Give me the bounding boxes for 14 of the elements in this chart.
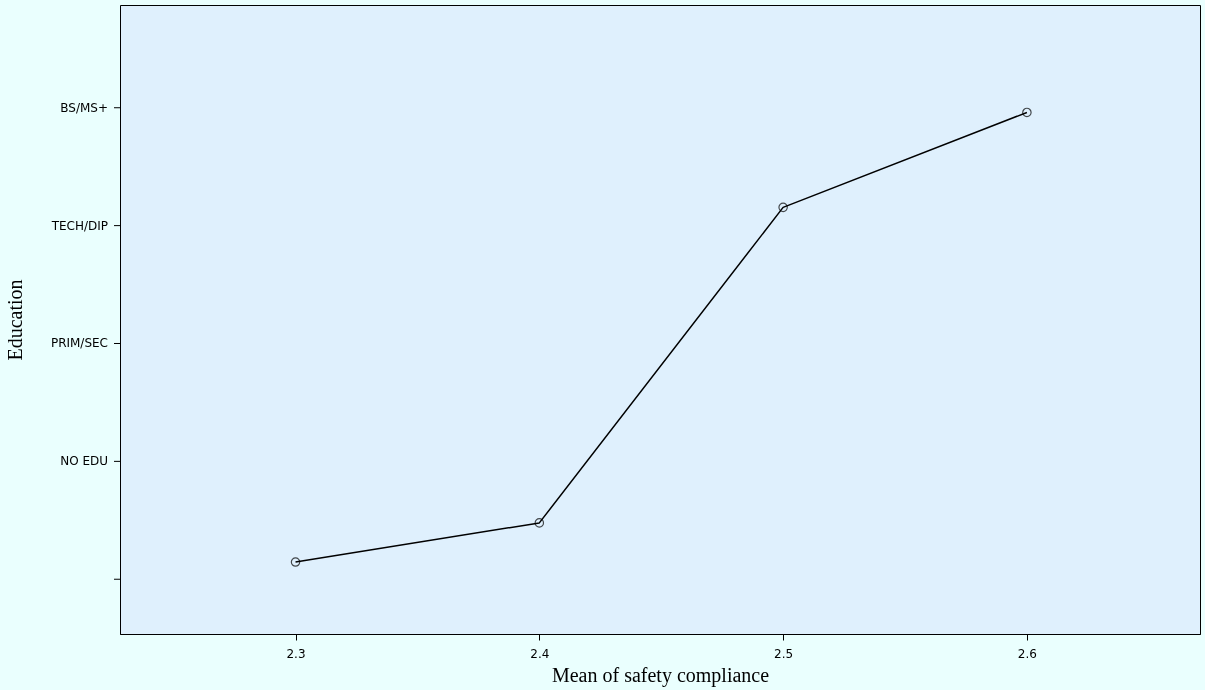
text: TECH/DIP [50, 218, 108, 233]
x-tick-label: 2.5 [774, 646, 794, 661]
point [778, 202, 788, 213]
x-tick-label: 2.3 [286, 646, 306, 661]
point [1022, 107, 1032, 118]
text: BS/MS+ [60, 100, 108, 115]
y-axis-title: Education [3, 279, 26, 361]
x-axis-title: Mean of safety compliance [551, 663, 770, 687]
text: PRIM/SEC [50, 336, 108, 351]
point [290, 557, 301, 567]
text: NO EDU [60, 454, 108, 469]
point [534, 518, 545, 528]
x-tick-label: 2.4 [530, 646, 550, 661]
x-tick-label: 2.6 [1017, 646, 1037, 661]
